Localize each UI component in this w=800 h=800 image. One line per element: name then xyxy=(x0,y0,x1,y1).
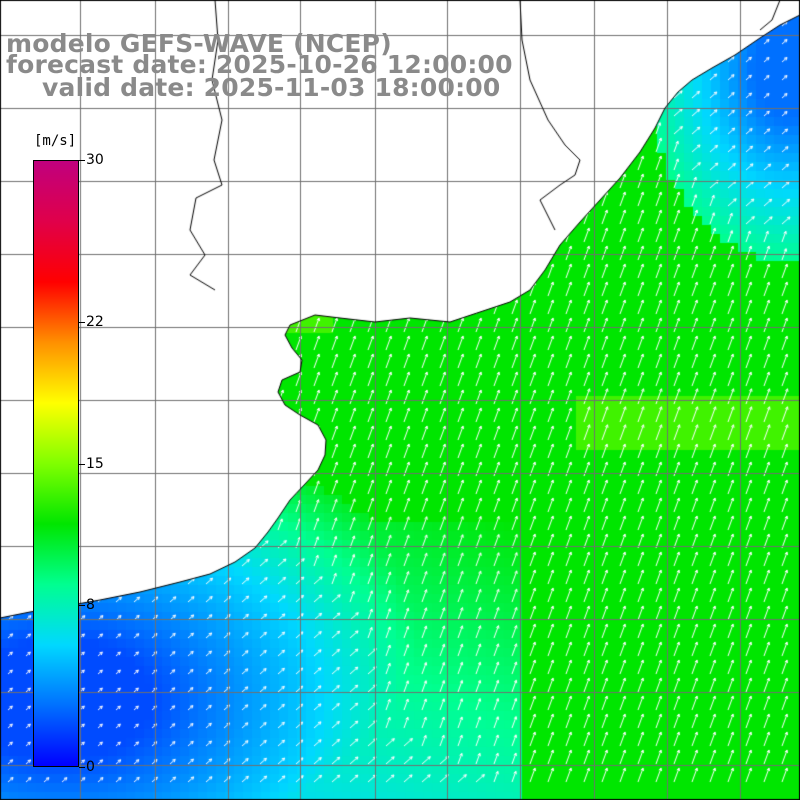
forecast-date: forecast date: 2025-10-26 12:00:00 xyxy=(6,50,513,79)
colorbar-tick-label: 15 xyxy=(86,455,104,472)
model-title: modelo GEFS-WAVE (NCEP) xyxy=(6,29,392,58)
colorbar-tick-mark xyxy=(79,160,85,161)
valid-date: valid date: 2025-11-03 18:00:00 xyxy=(42,73,501,102)
colorbar-tick-label: 22 xyxy=(86,313,104,330)
colorbar-tick-label: 8 xyxy=(86,597,95,614)
colorbar-tick-label: 0 xyxy=(86,759,95,775)
colorbar-tick-label: 30 xyxy=(86,152,104,168)
colorbar-tick-mark xyxy=(79,605,85,607)
colorbar xyxy=(33,160,79,767)
colorbar-unit-label: [m/s] xyxy=(34,133,77,149)
colorbar-tick-mark xyxy=(79,463,85,465)
colorbar-tick-mark xyxy=(79,767,85,768)
colorbar-tick-mark xyxy=(79,321,85,323)
